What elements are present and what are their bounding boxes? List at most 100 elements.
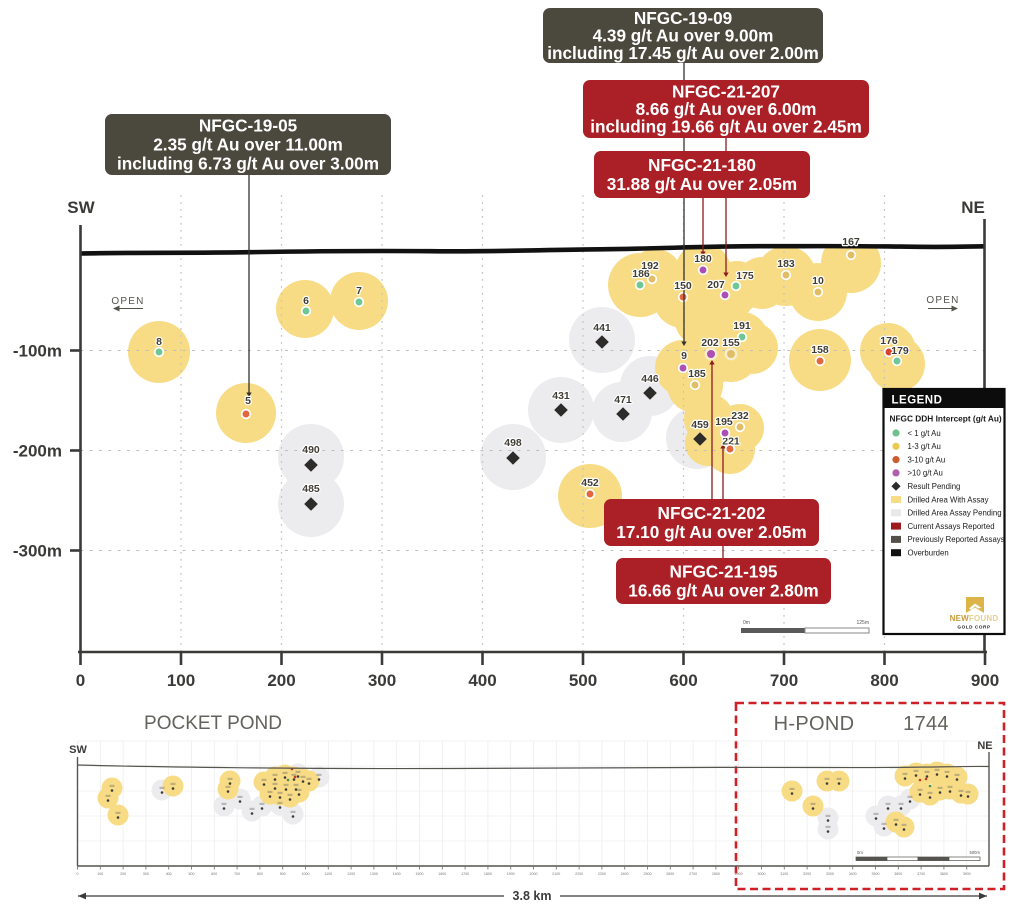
- svg-text:0: 0: [76, 671, 85, 690]
- svg-text:191: 191: [733, 320, 751, 332]
- svg-text:8: 8: [156, 336, 162, 348]
- svg-text:NFGC-21-180: NFGC-21-180: [648, 155, 756, 175]
- svg-text:2700: 2700: [689, 872, 697, 876]
- svg-text:2200: 2200: [575, 872, 583, 876]
- svg-text:5: 5: [245, 395, 251, 407]
- svg-text:125m: 125m: [856, 620, 869, 626]
- svg-text:3800: 3800: [940, 872, 948, 876]
- svg-text:2500: 2500: [644, 872, 652, 876]
- svg-text:1200: 1200: [347, 872, 355, 876]
- svg-text:176: 176: [880, 335, 898, 347]
- svg-text:183: 183: [777, 258, 795, 270]
- svg-text:0: 0: [77, 872, 79, 876]
- svg-text:1744: 1744: [903, 713, 949, 735]
- svg-text:195: 195: [715, 416, 733, 428]
- svg-text:Current Assays Reported: Current Assays Reported: [908, 522, 995, 531]
- svg-text:16.66 g/t Au over 2.80m: 16.66 g/t Au over 2.80m: [628, 581, 818, 601]
- svg-text:SW: SW: [69, 744, 87, 756]
- svg-text:-200m: -200m: [13, 442, 62, 461]
- svg-text:441: 441: [593, 322, 611, 334]
- svg-text:including 19.66 g/t Au over 2.: including 19.66 g/t Au over 2.45m: [590, 117, 862, 137]
- svg-text:3.8 km: 3.8 km: [513, 889, 552, 903]
- svg-text:2600: 2600: [666, 872, 674, 876]
- svg-text:LEGEND: LEGEND: [892, 395, 943, 407]
- svg-text:NFGC-21-195: NFGC-21-195: [670, 562, 778, 582]
- svg-text:471: 471: [614, 394, 632, 406]
- svg-text:900: 900: [971, 671, 999, 690]
- svg-text:0m: 0m: [743, 620, 750, 626]
- svg-text:3000: 3000: [758, 872, 766, 876]
- svg-text:4.39 g/t Au over 9.00m: 4.39 g/t Au over 9.00m: [593, 26, 774, 46]
- svg-text:2100: 2100: [552, 872, 560, 876]
- svg-text:431: 431: [552, 390, 570, 402]
- svg-text:180: 180: [694, 253, 712, 265]
- svg-text:100: 100: [167, 671, 195, 690]
- svg-text:9: 9: [681, 350, 687, 362]
- svg-text:Drilled Area Assay Pending: Drilled Area Assay Pending: [908, 509, 1002, 518]
- svg-text:NFGC-19-09: NFGC-19-09: [634, 8, 732, 28]
- svg-text:including 6.73 g/t Au over 3.0: including 6.73 g/t Au over 3.00m: [117, 154, 379, 174]
- svg-text:1600: 1600: [438, 872, 446, 876]
- svg-text:3-10 g/t Au: 3-10 g/t Au: [908, 455, 946, 464]
- svg-text:158: 158: [811, 344, 829, 356]
- svg-text:200: 200: [120, 872, 126, 876]
- svg-text:1300: 1300: [370, 872, 378, 876]
- svg-text:2300: 2300: [598, 872, 606, 876]
- svg-text:700: 700: [234, 872, 240, 876]
- svg-text:GOLD CORP: GOLD CORP: [957, 625, 990, 630]
- svg-text:155: 155: [722, 337, 740, 349]
- svg-text:2900: 2900: [735, 872, 743, 876]
- svg-text:1400: 1400: [393, 872, 401, 876]
- svg-text:NFGC-19-05: NFGC-19-05: [199, 116, 298, 136]
- svg-text:1500: 1500: [416, 872, 424, 876]
- svg-text:NE: NE: [961, 198, 985, 217]
- svg-text:Previously Reported Assays: Previously Reported Assays: [908, 535, 1005, 544]
- svg-text:3400: 3400: [849, 872, 857, 876]
- svg-text:< 1 g/t Au: < 1 g/t Au: [908, 429, 941, 438]
- svg-text:17.10 g/t Au over 2.05m: 17.10 g/t Au over 2.05m: [616, 522, 806, 542]
- svg-text:2.35 g/t Au over 11.00m: 2.35 g/t Au over 11.00m: [153, 135, 342, 155]
- svg-text:2800: 2800: [712, 872, 720, 876]
- svg-text:300: 300: [368, 671, 396, 690]
- svg-text:31.88 g/t Au over 2.05m: 31.88 g/t Au over 2.05m: [607, 174, 797, 194]
- svg-text:NEWFOUND: NEWFOUND: [950, 614, 999, 623]
- svg-text:175: 175: [736, 270, 754, 282]
- svg-text:1100: 1100: [324, 872, 332, 876]
- svg-text:1000: 1000: [302, 872, 310, 876]
- svg-text:800: 800: [870, 671, 898, 690]
- svg-text:OPEN: OPEN: [111, 296, 144, 307]
- svg-text:498: 498: [504, 437, 522, 449]
- svg-text:NFGC-21-207: NFGC-21-207: [672, 82, 780, 102]
- svg-text:1900: 1900: [507, 872, 515, 876]
- svg-text:10: 10: [812, 275, 824, 287]
- svg-text:POCKET POND: POCKET POND: [144, 713, 282, 734]
- svg-text:150: 150: [674, 280, 692, 292]
- svg-text:NE: NE: [977, 740, 992, 752]
- svg-text:Drilled Area With Assay: Drilled Area With Assay: [908, 495, 989, 504]
- svg-text:0m: 0m: [857, 850, 863, 855]
- svg-text:207: 207: [707, 279, 725, 291]
- svg-text:200: 200: [267, 671, 295, 690]
- svg-text:2000: 2000: [530, 872, 538, 876]
- svg-text:3600: 3600: [894, 872, 902, 876]
- svg-text:800: 800: [257, 872, 263, 876]
- svg-text:500m: 500m: [970, 850, 981, 855]
- svg-text:NFGC-21-202: NFGC-21-202: [658, 503, 766, 523]
- svg-text:186: 186: [632, 268, 650, 280]
- svg-text:>10 g/t Au: >10 g/t Au: [908, 469, 943, 478]
- svg-text:452: 452: [581, 477, 599, 489]
- svg-text:SW: SW: [67, 198, 95, 217]
- svg-text:NFGC DDH Intercept (g/t Au): NFGC DDH Intercept (g/t Au): [890, 414, 1002, 424]
- svg-text:Result Pending: Result Pending: [908, 482, 961, 491]
- svg-text:including 17.45 g/t Au over 2.: including 17.45 g/t Au over 2.00m: [547, 43, 819, 63]
- svg-text:7: 7: [356, 285, 362, 297]
- svg-text:500: 500: [569, 671, 597, 690]
- svg-text:485: 485: [302, 483, 320, 495]
- svg-text:3500: 3500: [872, 872, 880, 876]
- svg-text:100: 100: [97, 872, 103, 876]
- svg-text:3100: 3100: [780, 872, 788, 876]
- svg-text:700: 700: [770, 671, 798, 690]
- svg-text:1700: 1700: [461, 872, 469, 876]
- svg-text:H-POND: H-POND: [774, 713, 855, 735]
- svg-text:600: 600: [669, 671, 697, 690]
